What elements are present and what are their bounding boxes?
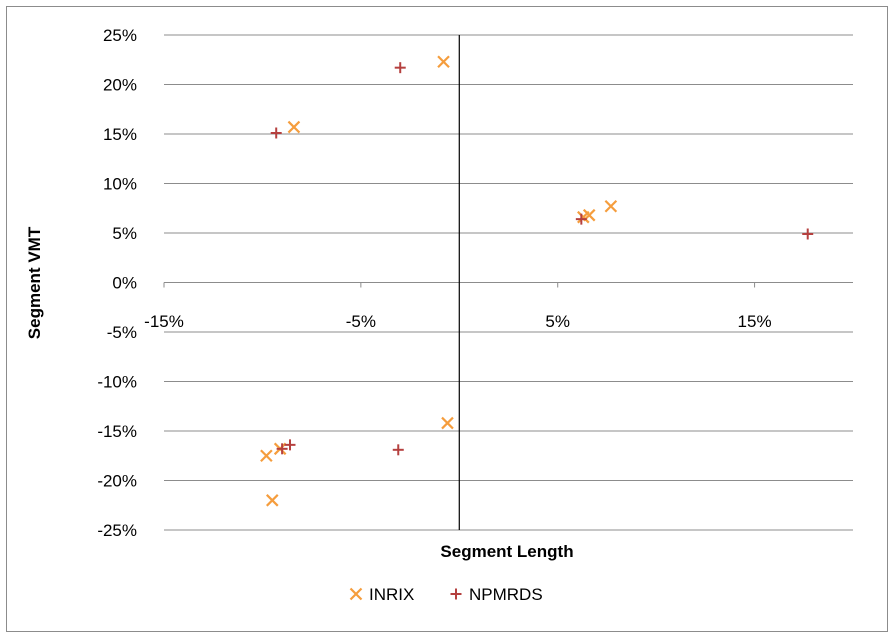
x-tick-label: -15% xyxy=(144,312,184,331)
npmrds-point xyxy=(284,439,296,451)
npmrds-point xyxy=(392,444,404,456)
y-tick-label: 10% xyxy=(103,175,137,194)
x-axis-title: Segment Length xyxy=(440,542,573,561)
npmrds-point xyxy=(276,443,288,455)
npmrds-point xyxy=(575,213,587,225)
y-tick-label: 20% xyxy=(103,76,137,95)
npmrds-legend-marker xyxy=(450,588,462,600)
y-tick-label: -25% xyxy=(97,521,137,540)
inrix-point xyxy=(265,494,279,507)
y-tick-label: 5% xyxy=(112,224,137,243)
npmrds-point xyxy=(394,62,406,74)
npmrds-point xyxy=(270,127,282,139)
grid-lines xyxy=(164,34,853,531)
legend-label-npmrds: NPMRDS xyxy=(469,585,543,604)
inrix-point xyxy=(441,416,454,430)
y-tick-label: -20% xyxy=(97,472,137,491)
data-points xyxy=(260,55,814,507)
inrix-point xyxy=(604,199,618,213)
inrix-point xyxy=(437,55,450,69)
y-tick-label: -10% xyxy=(97,373,137,392)
tick-labels: 25%20%15%10%5%0%-5%-10%-15%-20%-25%-15% -… xyxy=(97,26,771,540)
x-tick-label: 15% xyxy=(738,312,772,331)
y-tick-label: 0% xyxy=(112,274,137,293)
inrix-legend-marker xyxy=(349,587,363,601)
legend-label-inrix: INRIX xyxy=(369,585,414,604)
inrix-point xyxy=(577,210,590,224)
npmrds-point xyxy=(802,228,814,240)
inrix-point xyxy=(260,449,273,463)
y-tick-label: -5% xyxy=(107,323,137,342)
axes xyxy=(163,35,853,530)
y-axis-title: Segment VMT xyxy=(25,226,44,339)
legend: INRIX NPMRDS xyxy=(349,585,543,604)
inrix-point xyxy=(287,120,301,134)
x-tick-label: 5% xyxy=(545,312,570,331)
y-tick-label: 25% xyxy=(103,26,137,45)
chart-frame xyxy=(6,6,888,632)
y-tick-label: 15% xyxy=(103,125,137,144)
x-tick-label: -5% xyxy=(346,312,376,331)
y-tick-label: -15% xyxy=(97,422,137,441)
